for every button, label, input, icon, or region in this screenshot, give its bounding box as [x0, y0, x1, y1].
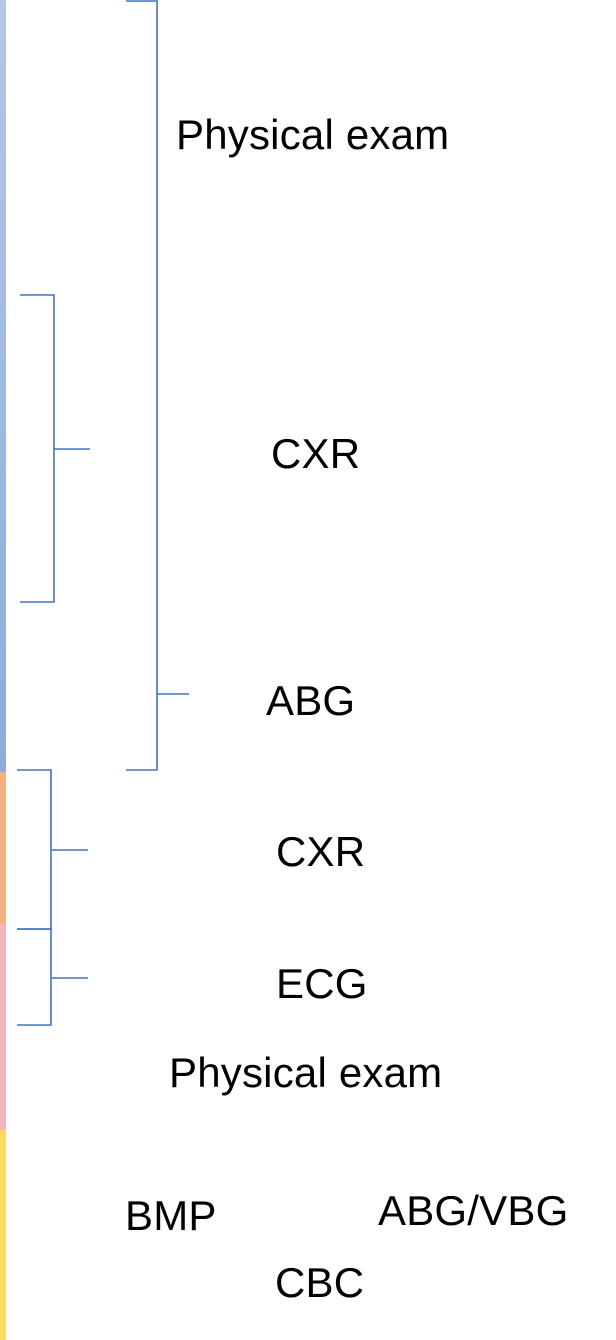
label-bmp: BMP	[125, 1192, 217, 1239]
band-orange	[0, 772, 6, 924]
label-cxr-middle: CXR	[276, 828, 366, 875]
label-physical-exam-top: Physical exam	[176, 111, 450, 158]
band-blue	[0, 0, 6, 772]
bracket-lower-b	[17, 928, 52, 1026]
label-physical-exam-bottom: Physical exam	[169, 1049, 443, 1096]
bracket-inner	[20, 294, 55, 603]
band-yellow	[0, 1130, 6, 1340]
bracket-outer	[126, 0, 158, 771]
label-ecg: ECG	[276, 960, 368, 1007]
band-pink	[0, 924, 6, 1130]
bracket-lower-a	[17, 769, 52, 930]
label-cxr-top: CXR	[271, 430, 361, 477]
label-cbc: CBC	[275, 1259, 365, 1306]
label-abg-vbg: ABG/VBG	[378, 1187, 569, 1234]
label-abg: ABG	[266, 677, 356, 724]
